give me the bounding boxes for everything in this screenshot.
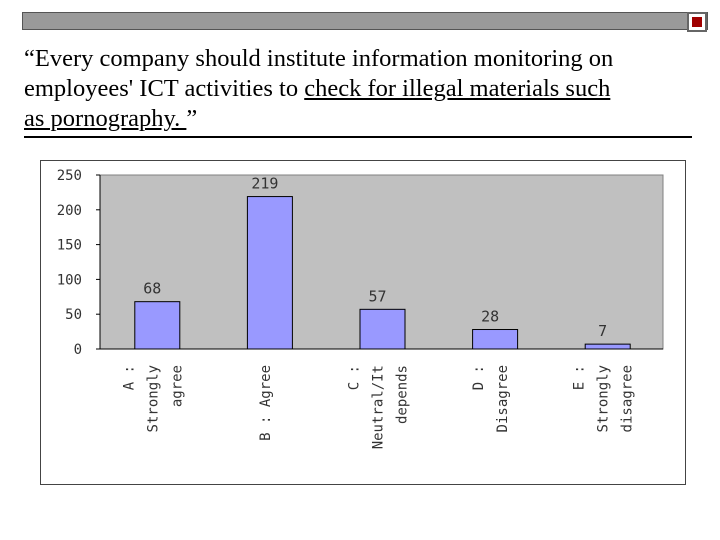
bar xyxy=(246,196,293,350)
quote-text-segment: employees' ICT activities to xyxy=(24,75,305,102)
bar-value-label: 68 xyxy=(143,280,161,298)
y-tick-label: 100 xyxy=(57,272,82,288)
y-tick-label: 0 xyxy=(74,342,82,358)
title-underline xyxy=(24,136,692,138)
y-tick-label: 150 xyxy=(57,238,82,254)
bar xyxy=(584,343,631,350)
quote-text-segment: “Every company should institute informat… xyxy=(24,45,614,72)
bar-value-label: 7 xyxy=(598,322,607,340)
x-category-label: Neutral/It xyxy=(371,365,387,449)
top-decoration-bar xyxy=(22,12,708,30)
x-category-label: E : xyxy=(572,365,588,390)
bar xyxy=(359,308,406,350)
quote-underlined-text: check for illegal materials such xyxy=(304,75,611,102)
x-category-label: disagree xyxy=(620,365,636,432)
x-category-label: C : xyxy=(347,365,363,390)
x-category-label: Strongly xyxy=(596,365,612,432)
bar-value-label: 28 xyxy=(481,308,499,326)
bar-chart: 0 50 100 150 200 250 68 A : Strongly agree 219 B : … xyxy=(57,168,664,449)
bar xyxy=(134,301,181,350)
x-category-label: agree xyxy=(169,365,185,407)
bar-value-label: 57 xyxy=(368,287,386,305)
bar-value-label: 219 xyxy=(251,175,278,193)
x-category-label: depends xyxy=(395,365,411,424)
x-category-label: D : xyxy=(471,365,487,390)
y-tick-label: 200 xyxy=(57,203,82,219)
x-category-label: Disagree xyxy=(495,365,511,432)
quote-text: “Every company should institute informat… xyxy=(24,44,704,134)
x-category-label: B : Agree xyxy=(258,365,274,441)
x-category-label: Strongly xyxy=(145,365,161,432)
top-box-accent xyxy=(692,17,702,27)
quote-text-segment: ” xyxy=(186,105,198,132)
x-category-label: A : xyxy=(121,365,137,390)
y-tick-label: 250 xyxy=(57,168,82,184)
quote-line: “Every company should institute informat… xyxy=(24,44,704,74)
quote-line: employees' ICT activities to check for i… xyxy=(24,74,704,104)
quote-underlined-text: as pornography. xyxy=(24,105,187,132)
bar xyxy=(472,329,519,350)
quote-line: as pornography. ” xyxy=(24,104,704,134)
top-decoration-box xyxy=(687,12,707,32)
y-tick-label: 50 xyxy=(65,307,82,323)
